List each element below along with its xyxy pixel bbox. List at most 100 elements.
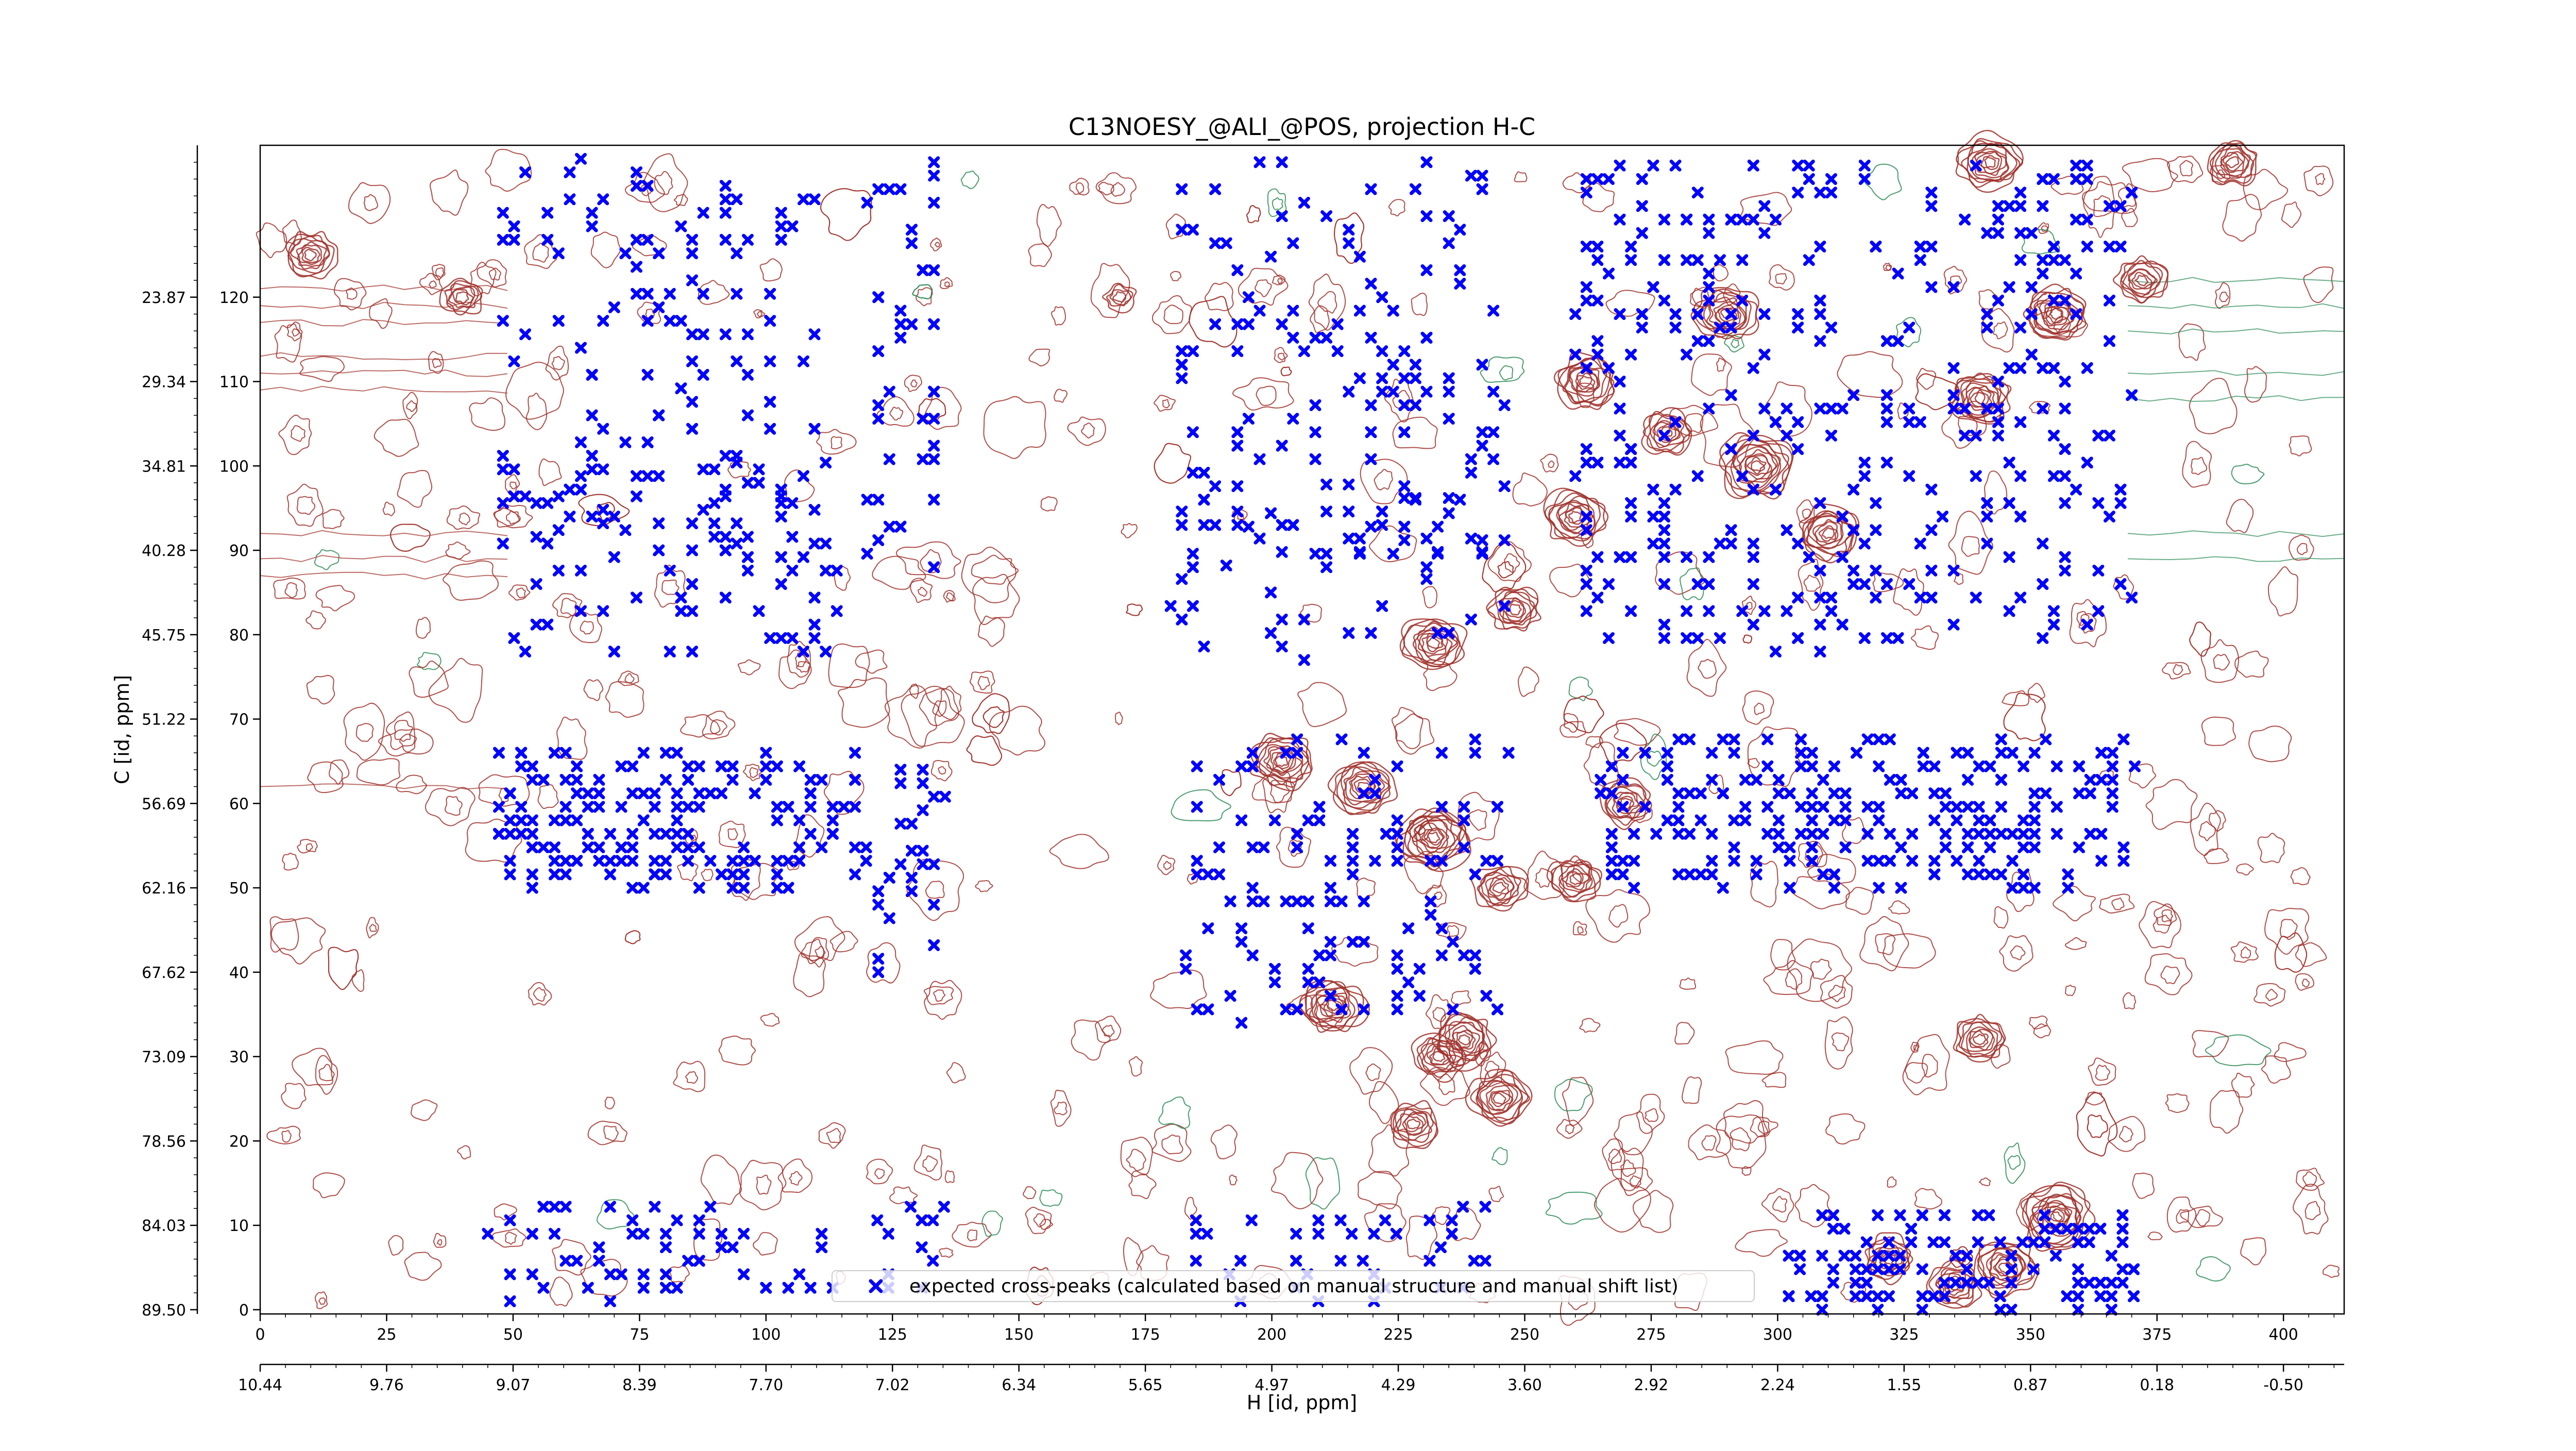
peak-marker	[1938, 1236, 1951, 1248]
peak-marker	[2028, 841, 2041, 853]
peak-marker	[1324, 990, 1336, 1002]
peak-marker	[1903, 470, 1916, 482]
noise-contour	[363, 194, 378, 211]
peak-marker	[659, 1281, 672, 1294]
peak-marker	[2037, 173, 2049, 185]
noise-contour	[1151, 295, 1192, 334]
noise-contour	[549, 1276, 573, 1307]
peak-marker	[2084, 787, 2096, 800]
peak-marker	[593, 855, 605, 867]
peak-marker	[1992, 200, 2004, 212]
noise-contour	[1297, 682, 1347, 728]
noise-contour	[1499, 365, 1514, 381]
peak-marker	[626, 1227, 639, 1240]
peak-contour	[1259, 737, 1310, 783]
peak-marker	[1569, 348, 1582, 361]
peak-marker	[1353, 305, 1366, 317]
peak-contour	[1391, 1103, 1438, 1148]
noise-contour	[2180, 1206, 2223, 1228]
peak-contour	[1720, 308, 1734, 319]
noise-contour	[816, 429, 857, 455]
peak-marker	[597, 463, 609, 476]
peak-marker	[1343, 237, 1355, 249]
peak-marker	[882, 1227, 894, 1240]
noise-contour	[284, 582, 298, 598]
peak-marker	[883, 453, 895, 465]
noise-contour	[1679, 977, 1697, 990]
peak-marker	[1892, 267, 1904, 280]
peak-marker	[2047, 470, 2060, 482]
peak-marker	[1792, 416, 1804, 428]
noise-contour	[266, 1125, 301, 1144]
peak-marker	[597, 315, 609, 327]
peak-marker	[526, 882, 538, 894]
x-ppm-tick-label: 0.18	[2140, 1376, 2174, 1394]
x-tick-label: 400	[2269, 1326, 2298, 1344]
peak-marker	[1992, 402, 2004, 415]
peak-marker	[704, 1201, 717, 1213]
noise-contour	[1220, 769, 1242, 797]
noise-contour	[1810, 958, 1832, 980]
peak-marker	[820, 537, 832, 550]
noise-contour	[432, 358, 442, 368]
noise-contour	[2214, 282, 2231, 309]
peak-marker	[1658, 497, 1670, 509]
noise-contour	[2064, 985, 2076, 997]
peak-marker	[2039, 1209, 2051, 1221]
peak-marker	[1409, 492, 1421, 504]
peak-marker	[671, 1214, 683, 1226]
peak-marker	[641, 233, 654, 246]
peak-marker	[2103, 335, 2115, 347]
peak-contour	[2223, 153, 2244, 172]
peak-marker	[1391, 841, 1403, 853]
peak-marker	[1614, 376, 1626, 388]
peak-marker	[1358, 1003, 1370, 1016]
peak-marker	[2084, 828, 2096, 840]
peak-marker	[820, 564, 832, 577]
peak-marker	[615, 801, 628, 813]
noise-contour	[2088, 1057, 2116, 1086]
noise-contour	[1716, 357, 1726, 372]
peak-marker	[719, 233, 732, 246]
peak-marker	[1625, 457, 1637, 469]
noise-contour	[939, 1247, 954, 1258]
noise-contour	[1824, 1016, 1853, 1070]
peak-marker	[1747, 551, 1759, 563]
peak-contour	[1565, 871, 1584, 887]
peak-marker	[548, 814, 561, 826]
noise-contour	[910, 578, 933, 603]
x-tick-label: 175	[1131, 1326, 1160, 1344]
noise-contour	[1761, 1072, 1787, 1088]
peak-marker	[593, 1255, 605, 1267]
peak-contour	[439, 277, 483, 315]
peak-marker	[1253, 453, 1266, 465]
peak-contour	[2049, 308, 2062, 320]
noise-contour	[1123, 1237, 1144, 1276]
peak-marker	[548, 747, 561, 759]
peak-marker	[764, 632, 776, 644]
peak-marker	[1769, 483, 1782, 496]
noise-contour	[1741, 596, 1756, 615]
x-tick-label: 50	[503, 1326, 523, 1344]
noise-contour	[2095, 1065, 2110, 1081]
peak-marker	[1827, 1263, 1839, 1275]
peak-marker	[928, 170, 940, 182]
noise-contour	[306, 610, 326, 630]
noise-contour	[469, 397, 505, 431]
peak-marker	[548, 1201, 561, 1213]
peak-contour	[1445, 1021, 1484, 1057]
peak-marker	[1973, 760, 1985, 772]
noise-contour	[1492, 1147, 1508, 1166]
noise-contour	[2216, 169, 2226, 180]
peak-marker	[731, 537, 743, 550]
peak-marker	[1814, 497, 1826, 509]
peak-marker	[1725, 308, 1737, 320]
peak-marker	[693, 760, 705, 772]
peak-marker	[1684, 868, 1696, 881]
peak-marker	[552, 315, 565, 327]
peak-marker	[2059, 497, 2071, 509]
peak-marker	[1973, 868, 1985, 881]
peak-marker	[1580, 524, 1592, 536]
peak-marker	[1487, 453, 1500, 465]
edge-streak-contour	[2127, 530, 2345, 537]
